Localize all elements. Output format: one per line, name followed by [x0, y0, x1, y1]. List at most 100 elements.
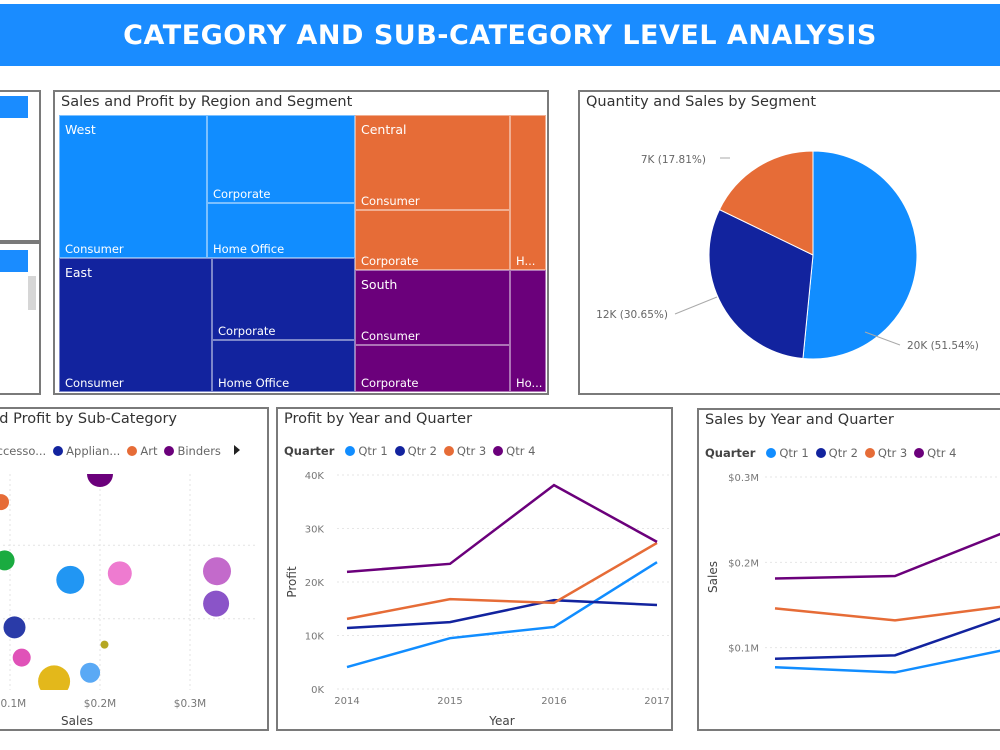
treemap-tile-west-2[interactable]: Home Office [207, 203, 355, 258]
legend-dot-icon [53, 446, 64, 456]
legend-item[interactable]: Art [140, 444, 158, 458]
pie-data-label: 12K (30.65%) [596, 309, 668, 321]
legend-item[interactable]: Qtr 3 [877, 446, 908, 460]
scatter-bubble[interactable] [38, 665, 71, 697]
treemap-tile-south-0[interactable]: South Consumer [355, 270, 510, 345]
segment-label: Corporate [361, 254, 419, 268]
legend-dot-icon [127, 446, 138, 456]
sales-line-chart: $0.1M$0.2M$0.3M201420152016YearSales [706, 473, 1000, 674]
region-label: South [361, 277, 398, 292]
scatter-chart: $0.1M $0.2M $0.3M Sales [0, 461, 258, 728]
segment-label: Corporate [361, 376, 419, 390]
x-tick-label: $0.3M [174, 698, 206, 710]
region-label: West [65, 122, 96, 137]
series-line-qtr-2[interactable] [346, 598, 658, 630]
pie-slice[interactable] [802, 150, 918, 360]
legend-item[interactable]: Qtr 4 [506, 444, 536, 458]
legend-next-icon[interactable] [234, 445, 240, 455]
treemap-tile-west-1[interactable]: Corporate [207, 115, 355, 203]
pie-data-label: 20K (51.54%) [907, 340, 979, 352]
pie-leader-line [864, 331, 901, 346]
scatter-legend: Accesso... Applian... Art Binders [0, 444, 221, 458]
legend-title: Quarter [705, 446, 756, 460]
series-line-qtr-4[interactable] [774, 528, 1000, 580]
slicer-header-bar[interactable] [0, 96, 28, 118]
profit-chart-title: Profit by Year and Quarter [284, 411, 473, 427]
x-tick-label: 2014 [334, 696, 359, 707]
segment-label: Corporate [218, 324, 276, 338]
series-line-qtr-3[interactable] [774, 605, 1000, 622]
slicer-panel-1 [0, 90, 41, 242]
x-tick-label: $0.1M [0, 698, 26, 710]
segment-label: Consumer [65, 376, 124, 390]
scatter-bubble[interactable] [203, 590, 230, 617]
header-banner: CATEGORY AND SUB-CATEGORY LEVEL ANALYSIS [0, 4, 1000, 66]
legend-item[interactable]: Qtr 1 [358, 444, 388, 458]
series-line-qtr-2[interactable] [774, 614, 1000, 661]
pie-slice[interactable] [708, 208, 814, 360]
scatter-bubble[interactable] [80, 662, 101, 683]
scatter-bubble[interactable] [12, 648, 31, 667]
legend-dot-icon [914, 448, 925, 458]
y-tick-label: 30K [305, 525, 325, 536]
pie-chart: 20K (51.54%) 12K (30.65%) 7K (17.81%) [596, 150, 979, 360]
treemap-tile-south-1[interactable]: Corporate [355, 345, 510, 392]
treemap-tile-central-0[interactable]: Central Consumer [355, 115, 510, 210]
pie-slice[interactable] [718, 150, 814, 256]
treemap-tile-central-2[interactable]: H... [510, 115, 546, 270]
treemap-tile-south-2[interactable]: Ho... [510, 270, 546, 392]
scatter-bubble[interactable] [0, 550, 15, 571]
legend-dot-icon [394, 446, 405, 456]
legend-item[interactable]: Accesso... [0, 444, 47, 458]
slicer-scrollbar[interactable] [28, 276, 36, 310]
segment-label: Consumer [361, 329, 420, 343]
scatter-bubble[interactable] [0, 494, 9, 511]
sales-chart-title: Sales by Year and Quarter [705, 412, 894, 428]
legend-item[interactable]: Qtr 4 [927, 446, 957, 460]
treemap-tile-east-0[interactable]: East Consumer [59, 258, 212, 392]
region-label: East [65, 265, 92, 280]
segment-label: Consumer [361, 194, 420, 208]
y-tick-label: 20K [305, 578, 325, 589]
legend-item[interactable]: Qtr 2 [828, 446, 858, 460]
legend-item[interactable]: Qtr 2 [407, 444, 437, 458]
treemap-tile-east-2[interactable]: Home Office [212, 340, 355, 392]
scatter-bubble[interactable] [107, 561, 132, 586]
treemap-tile-east-1[interactable]: Corporate [212, 258, 355, 340]
slicer-header-bar[interactable] [0, 250, 28, 272]
scatter-bubble[interactable] [100, 640, 109, 649]
scatter-bubble[interactable] [87, 461, 113, 487]
legend-dot-icon [345, 446, 356, 456]
segment-label: Home Office [213, 242, 285, 256]
x-axis-title: Year [488, 714, 514, 728]
y-tick-label: 40K [305, 471, 325, 482]
pie-data-label: 7K (17.81%) [641, 154, 706, 166]
legend-item[interactable]: Applian... [66, 444, 121, 458]
scatter-bubble[interactable] [203, 557, 231, 586]
legend-item[interactable]: Qtr 3 [456, 444, 487, 458]
segment-label: Ho... [516, 376, 543, 390]
page-title: CATEGORY AND SUB-CATEGORY LEVEL ANALYSIS [123, 19, 877, 51]
series-line-qtr-1[interactable] [346, 561, 658, 669]
legend-title: Quarter [284, 444, 335, 458]
series-line-qtr-3[interactable] [346, 541, 658, 621]
series-line-qtr-1[interactable] [774, 648, 1000, 674]
sales-line-panel: Sales by Year and Quarter Quarter Qtr 1 Qt… [697, 408, 1000, 731]
legend-dot-icon [815, 448, 826, 458]
y-tick-label: 10K [305, 632, 325, 643]
segment-label: Home Office [218, 376, 290, 390]
legend-item[interactable]: Qtr 1 [779, 446, 809, 460]
region-label: Central [361, 122, 407, 137]
treemap-tile-west-0[interactable]: West Consumer [59, 115, 207, 258]
scatter-bubble[interactable] [3, 616, 26, 639]
profit-legend: Quarter Qtr 1 Qtr 2 Qtr 3 Qtr 4 [284, 444, 535, 458]
treemap-tile-central-1[interactable]: Corporate [355, 210, 510, 270]
segment-label: Consumer [65, 242, 124, 256]
series-line-qtr-4[interactable] [346, 483, 658, 574]
slicer-panel-2 [0, 242, 41, 395]
scatter-title: Sales and Profit by Sub-Category [0, 411, 177, 427]
scatter-bubble[interactable] [56, 565, 85, 594]
legend-item[interactable]: Binders [177, 444, 221, 458]
legend-dot-icon [864, 448, 875, 458]
profit-line-chart: 0K 10K 20K 30K 40K 2014 2015 2016 2017 Year Profit [285, 471, 670, 728]
